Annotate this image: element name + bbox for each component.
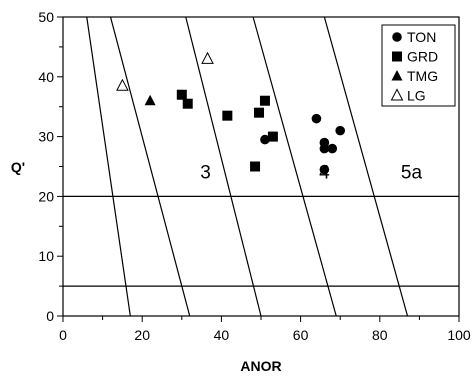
x-tick-label: 0 xyxy=(59,327,67,343)
field-boundary-line xyxy=(252,17,337,316)
legend-marker-lg xyxy=(390,88,404,101)
x-tick-label: 60 xyxy=(293,327,309,343)
field-label-3: 3 xyxy=(200,162,211,183)
ton-data-point xyxy=(319,143,330,154)
data-points xyxy=(116,51,346,175)
field-boundary-line xyxy=(323,17,409,316)
ton-data-point xyxy=(260,134,270,145)
y-tick-label: 30 xyxy=(38,129,54,145)
grd-data-point xyxy=(182,98,193,109)
y-axis-title: Q' xyxy=(11,159,25,175)
x-axis-title: ANOR xyxy=(240,358,281,374)
y-tick-label: 40 xyxy=(38,69,54,85)
x-tick-label: 40 xyxy=(214,327,230,343)
ton-data-point xyxy=(311,113,322,124)
y-tick-label: 0 xyxy=(46,308,54,324)
legend-label-lg: LG xyxy=(407,88,426,104)
field-boundary-line xyxy=(86,17,131,316)
legend-label-ton: TON xyxy=(407,29,436,45)
legend-marker-grd xyxy=(392,51,402,62)
y-axis-ticks: 0 10 20 30 40 50 xyxy=(38,9,63,324)
x-tick-label: 100 xyxy=(447,327,471,343)
y-tick-label: 20 xyxy=(38,188,54,204)
field-boundary-line xyxy=(109,17,191,316)
legend-marker-tmg xyxy=(391,70,403,81)
grd-data-point xyxy=(250,161,261,172)
grd-data-point xyxy=(267,131,278,142)
grd-data-point xyxy=(222,110,233,121)
classification-field-lines xyxy=(63,17,459,316)
y-tick-label: 50 xyxy=(38,9,54,25)
x-tick-label: 20 xyxy=(134,327,150,343)
legend: TON GRD TMG LG xyxy=(381,24,456,107)
y-tick-label: 10 xyxy=(38,248,54,264)
ton-data-point xyxy=(327,143,338,154)
x-axis-ticks: 0 20 40 60 80 100 xyxy=(59,316,471,343)
legend-marker-ton xyxy=(392,32,402,42)
legend-label-grd: GRD xyxy=(407,49,438,65)
ton-data-point xyxy=(319,164,330,175)
lg-data-point xyxy=(201,51,214,64)
tmg-data-point xyxy=(144,94,156,106)
lg-data-point xyxy=(116,78,129,91)
field-label-5a: 5a xyxy=(401,162,423,183)
grd-data-point xyxy=(259,95,270,106)
grd-data-point xyxy=(176,89,187,100)
legend-label-tmg: TMG xyxy=(407,68,438,84)
ton-data-point xyxy=(335,125,346,136)
grd-data-point xyxy=(254,107,265,118)
x-tick-label: 80 xyxy=(372,327,388,343)
field-boundary-line xyxy=(185,17,262,316)
field-labels: 345a xyxy=(200,162,422,183)
